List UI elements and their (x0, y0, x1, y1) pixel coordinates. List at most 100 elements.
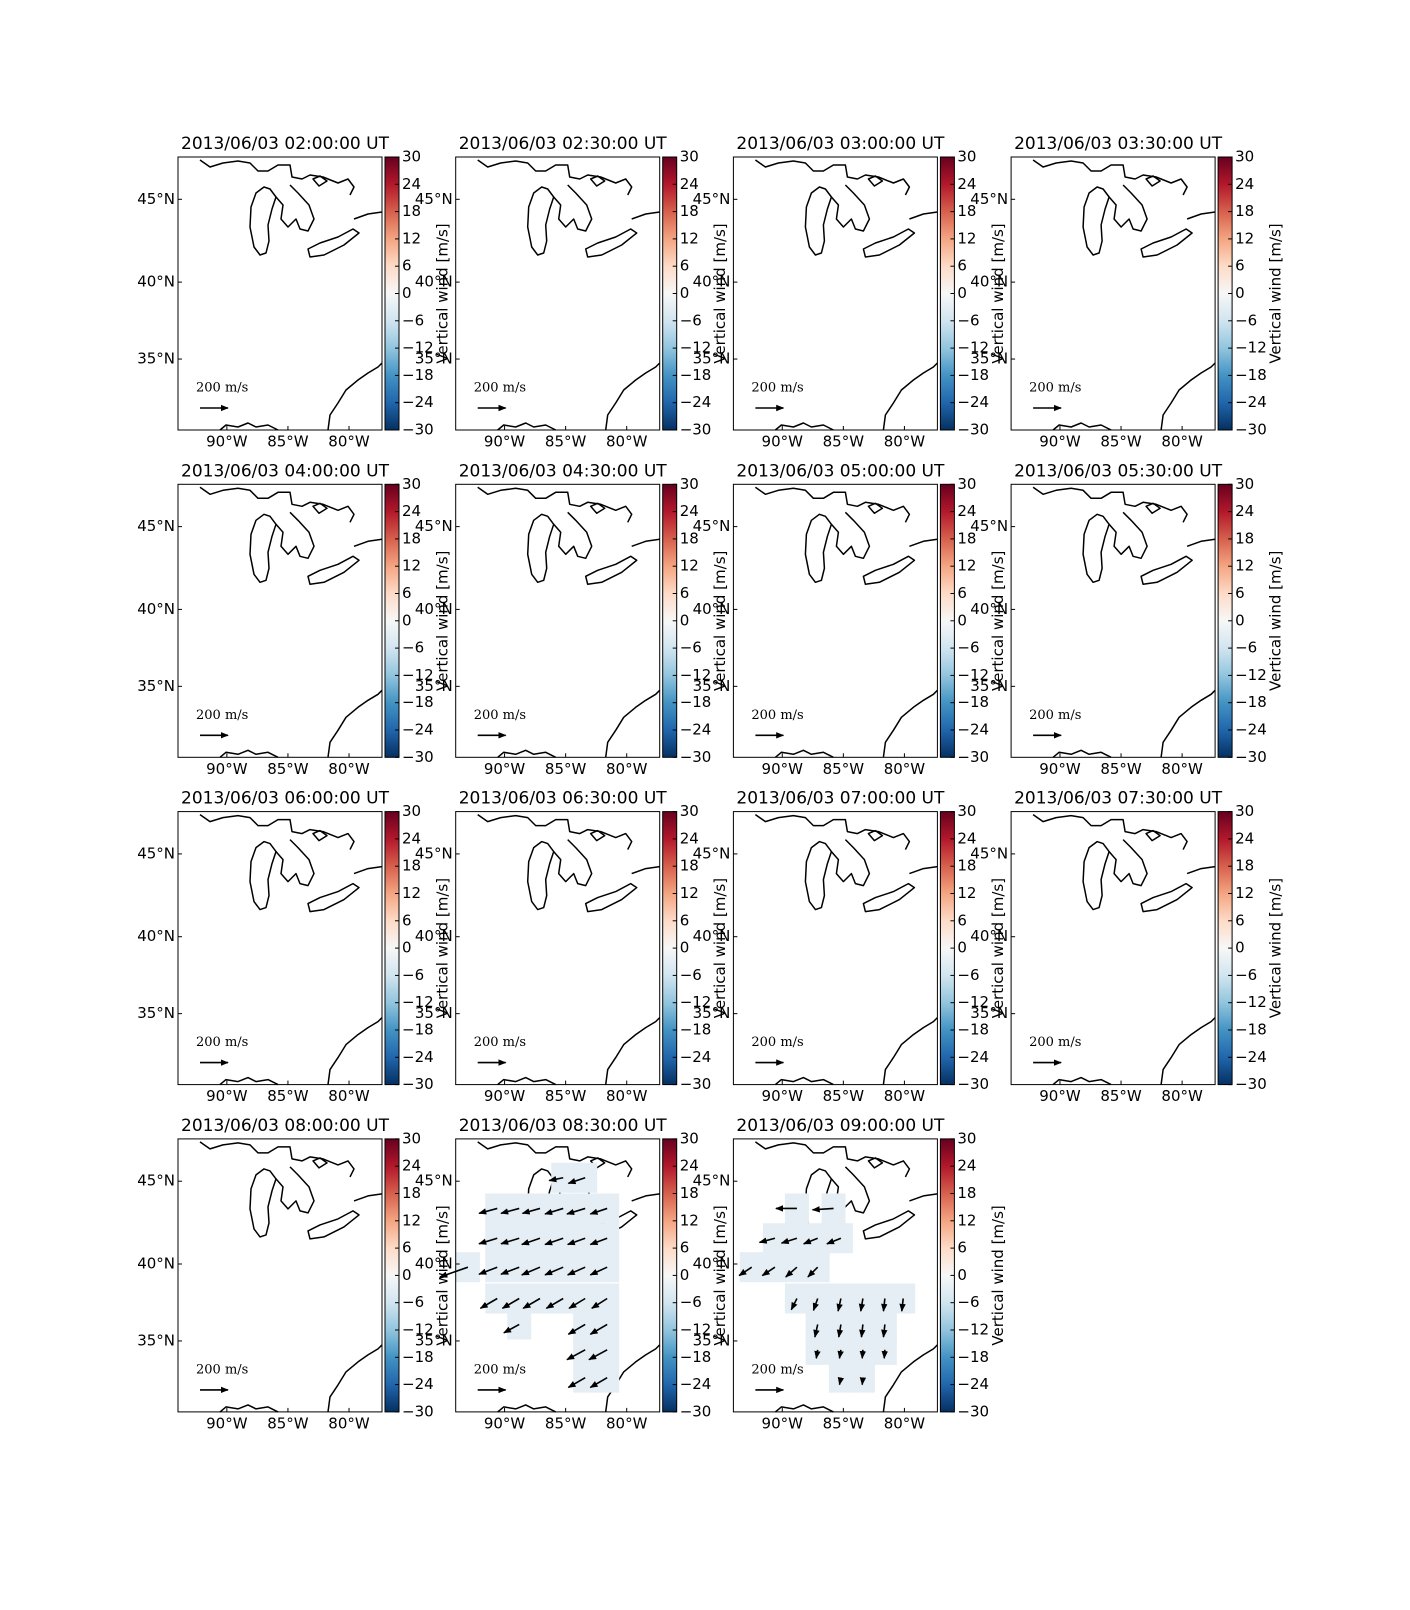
wind-arrow (859, 1377, 867, 1386)
colorbar-tick-label: −18 (402, 366, 434, 384)
colorbar-tick-label: 18 (957, 1184, 976, 1202)
panel-title: 2013/06/03 03:30:00 UT (1014, 134, 1223, 154)
colorbar-label: Vertical wind [m/s] (434, 878, 452, 1018)
colorbar-tick-label: −12 (1235, 339, 1267, 357)
colorbar-tick-label: −24 (680, 1375, 712, 1393)
quiver-key-label: 200 m/s (1029, 381, 1081, 396)
y-tick-label: 40°N (415, 273, 453, 291)
colorbar-tick-label: 12 (1235, 884, 1254, 902)
x-tick-label: 80°W (884, 1087, 926, 1105)
colorbar-tick-label: −6 (402, 1293, 424, 1311)
x-tick-label: 85°W (267, 1087, 309, 1105)
wind-arrow (836, 1298, 843, 1312)
y-tick-label: 35°N (693, 1004, 731, 1022)
x-tick-label: 85°W (267, 1414, 309, 1432)
map-frame (732, 483, 938, 758)
x-tick-label: 80°W (884, 760, 926, 778)
colorbar-tick-label: 18 (1235, 202, 1254, 220)
wind-arrow (812, 1298, 819, 1312)
y-tick-label: 35°N (137, 1331, 175, 1349)
colorbar-tick-label: −12 (402, 339, 434, 357)
x-tick-label: 90°W (484, 433, 526, 451)
colorbar-tick-label: −24 (402, 1375, 434, 1393)
colorbar-tick-label: −18 (680, 693, 712, 711)
colorbar-label: Vertical wind [m/s] (989, 223, 1007, 363)
x-tick-label: 90°W (1039, 433, 1081, 451)
map-frame (177, 483, 383, 758)
colorbar-tick-label: −24 (957, 393, 989, 411)
colorbar-tick-label: 30 (402, 1129, 421, 1147)
map-frame (455, 811, 661, 1086)
colorbar-tick-label: 12 (957, 1211, 976, 1229)
wind-arrow (589, 1376, 608, 1389)
colorbar-tick-label: −18 (957, 1021, 989, 1039)
x-tick-label: 90°W (1039, 1087, 1081, 1105)
x-tick-label: 90°W (762, 1414, 804, 1432)
y-tick-label: 35°N (970, 350, 1008, 368)
colorbar-tick-label: −18 (1235, 366, 1267, 384)
colorbar-tick-label: 30 (957, 1129, 976, 1147)
colorbar-label: Vertical wind [m/s] (711, 551, 729, 691)
y-tick-label: 35°N (415, 1331, 453, 1349)
colorbar-tick-label: −18 (680, 366, 712, 384)
panel-title: 2013/06/03 07:30:00 UT (1014, 789, 1223, 809)
colorbar-tick-label: −12 (957, 993, 989, 1011)
colorbar-tick-label: 30 (957, 802, 976, 820)
colorbar-tick-label: 12 (957, 557, 976, 575)
colorbar-tick-label: 18 (957, 857, 976, 875)
x-tick-label: 80°W (884, 433, 926, 451)
x-tick-label: 85°W (267, 760, 309, 778)
panel-title: 2013/06/03 06:00:00 UT (181, 789, 390, 809)
colorbar-tick-label: 12 (1235, 229, 1254, 247)
quiver-key-label: 200 m/s (751, 1035, 803, 1050)
colorbar-tick-label: −18 (402, 693, 434, 711)
y-tick-label: 40°N (970, 600, 1008, 618)
quiver-key-label: 200 m/s (474, 1035, 526, 1050)
quiver-key-label: 200 m/s (196, 381, 248, 396)
colorbar-tick-label: −12 (680, 339, 712, 357)
colorbar-tick-label: 24 (1235, 175, 1254, 193)
wind-arrow (881, 1349, 888, 1360)
colorbar-tick-label: −18 (402, 1021, 434, 1039)
colorbar-tick-label: 6 (957, 911, 967, 929)
colorbar-tick-label: 30 (402, 148, 421, 166)
colorbar-tick-label: 24 (402, 1157, 421, 1175)
colorbar-tick-label: 30 (680, 802, 699, 820)
y-tick-label: 40°N (137, 927, 175, 945)
colorbar-tick-label: −6 (957, 639, 979, 657)
wind-arrow (521, 1266, 541, 1276)
colorbar-label: Vertical wind [m/s] (434, 223, 452, 363)
panel-title: 2013/06/03 09:00:00 UT (736, 1116, 945, 1136)
colorbar-label: Vertical wind [m/s] (1267, 551, 1285, 691)
colorbar-tick-label: −24 (957, 1375, 989, 1393)
colorbar-tick-label: 18 (680, 1184, 699, 1202)
colorbar-label: Vertical wind [m/s] (711, 878, 729, 1018)
y-tick-label: 45°N (137, 190, 175, 208)
wind-arrow (858, 1298, 866, 1312)
colorbar-tick-label: 6 (957, 584, 967, 602)
wind-arrow (807, 1266, 819, 1278)
x-tick-label: 85°W (823, 1087, 865, 1105)
y-tick-label: 45°N (970, 517, 1008, 535)
y-tick-label: 40°N (137, 600, 175, 618)
panel-title: 2013/06/03 04:30:00 UT (459, 461, 668, 481)
x-tick-label: 80°W (328, 760, 370, 778)
colorbar-tick-label: 0 (1235, 939, 1245, 957)
colorbar-tick-label: 12 (402, 1211, 421, 1229)
y-tick-label: 35°N (970, 677, 1008, 695)
x-tick-label: 80°W (606, 1414, 648, 1432)
colorbar-tick-label: 6 (1235, 911, 1245, 929)
y-tick-label: 40°N (415, 1255, 453, 1273)
wind-arrow (479, 1297, 498, 1309)
x-tick-label: 80°W (1161, 1087, 1203, 1105)
colorbar-tick-label: 0 (402, 1266, 412, 1284)
colorbar-tick-label: −30 (957, 1402, 989, 1420)
y-tick-label: 35°N (970, 1004, 1008, 1022)
colorbar-tick-label: −24 (680, 721, 712, 739)
colorbar-tick-label: 0 (957, 284, 967, 302)
colorbar-tick-label: 24 (402, 175, 421, 193)
wind-arrow (588, 1349, 608, 1361)
x-tick-label: 90°W (1039, 760, 1081, 778)
wind-arrow (881, 1324, 888, 1338)
